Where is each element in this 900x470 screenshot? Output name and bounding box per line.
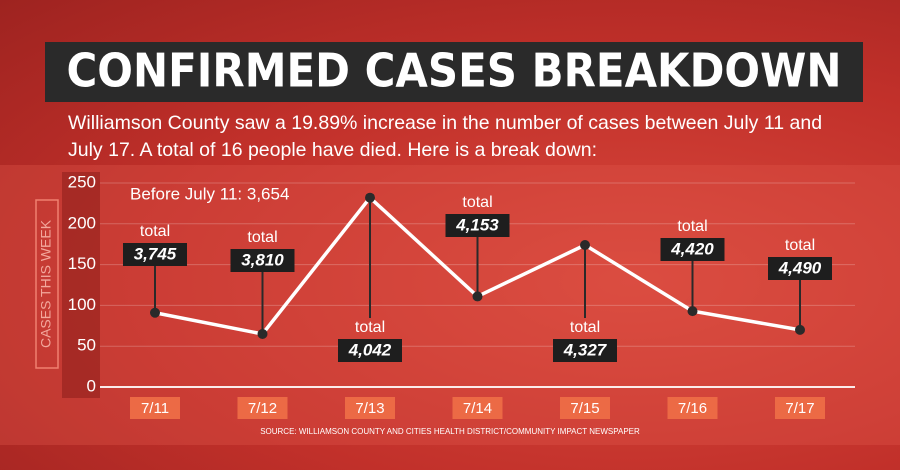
annotation-value: 4,420 (670, 239, 714, 258)
annotation-box (445, 214, 510, 237)
y-tick-label: 50 (77, 336, 96, 355)
y-tick-column (62, 172, 100, 398)
annotation-box (768, 257, 832, 280)
x-tick-label: 7/14 (463, 400, 492, 417)
annotation-box (660, 238, 725, 261)
x-tick-box (667, 397, 718, 419)
y-tick-label: 100 (68, 295, 96, 314)
y-axis-label: CASES THIS WEEK (38, 219, 54, 348)
annotation-label: total (677, 218, 707, 235)
annotation-label: total (462, 194, 492, 211)
chart-title: CONFIRMED CASES BREAKDOWN (67, 44, 842, 98)
point (150, 307, 160, 318)
x-tick-label: 7/12 (248, 400, 277, 417)
annotation-value: 4,327 (563, 340, 608, 359)
x-tick-label: 7/17 (785, 400, 814, 417)
y-tick-label: 200 (68, 213, 96, 232)
annotation-value: 4,153 (455, 215, 499, 234)
x-tick-label: 7/13 (355, 400, 384, 417)
annotation-value: 3,810 (241, 250, 284, 269)
annotation-box (123, 243, 187, 266)
x-tick-box (130, 397, 180, 419)
point (580, 240, 590, 251)
subtitle: Williamson County saw a 19.89% increase … (68, 112, 823, 161)
annotation-label: total (247, 229, 277, 246)
point (795, 324, 805, 335)
x-tick-box (452, 397, 503, 419)
annotation-value: 4,490 (778, 258, 822, 277)
y-tick-label: 250 (68, 172, 96, 191)
y-tick-label: 0 (87, 376, 96, 395)
title-banner (45, 42, 863, 102)
x-tick-box (345, 397, 395, 419)
x-tick-label: 7/16 (678, 400, 707, 417)
y-tick-label: 150 (68, 254, 96, 273)
x-tick-label: 7/15 (570, 400, 599, 417)
annotation-box (230, 249, 295, 272)
annotation-label: total (785, 237, 815, 254)
annotation-label: total (355, 319, 385, 336)
annotation-label: total (140, 223, 170, 240)
note: Before July 11: 3,654 (130, 184, 289, 203)
annotation-label: total (570, 319, 600, 336)
x-tick-label: 7/11 (141, 400, 169, 417)
x-tick-box (775, 397, 825, 419)
point (257, 328, 268, 339)
x-tick-box (237, 397, 288, 419)
annotation-box (338, 339, 402, 362)
x-tick-box (560, 397, 610, 419)
point (365, 192, 375, 203)
annotation-value: 3,745 (134, 244, 177, 263)
annotation-value: 4,042 (348, 340, 392, 359)
annotation-box (553, 339, 617, 362)
point (472, 291, 483, 302)
y-label-box (35, 199, 59, 369)
point (687, 306, 698, 317)
source: SOURCE: WILLIAMSON COUNTY AND CITIES HEA… (260, 427, 640, 436)
